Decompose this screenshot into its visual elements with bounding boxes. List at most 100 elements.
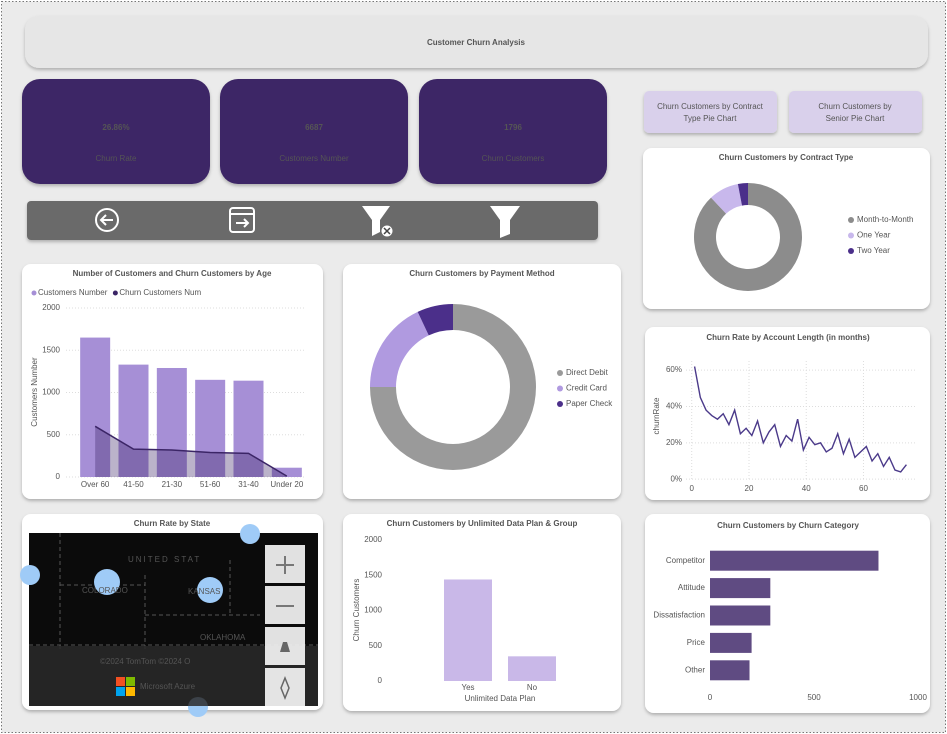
- azure-logo: [116, 677, 125, 686]
- y-tick-label: Competitor: [666, 556, 705, 565]
- filter-button[interactable]: [490, 206, 520, 238]
- bar: [710, 660, 750, 681]
- legend-label: One Year: [857, 231, 891, 240]
- bar: [156, 367, 187, 477]
- map-label: UNITED STAT: [128, 555, 201, 564]
- state-bubble: [20, 565, 40, 585]
- bar: [271, 467, 302, 477]
- donut-slice: [737, 183, 748, 206]
- y-tick-label: 0: [56, 472, 61, 481]
- map-label: COLORADO: [82, 586, 128, 595]
- y-tick-label: 40%: [666, 402, 682, 411]
- donut-slice: [694, 183, 802, 291]
- y-tick-label: 20%: [666, 438, 682, 447]
- title-bar: [25, 16, 928, 68]
- y-axis-label: Customers Number: [30, 357, 39, 427]
- y-tick-label: 2000: [364, 535, 382, 544]
- donut-slice: [370, 311, 429, 387]
- map-brand: Microsoft Azure: [140, 682, 196, 691]
- x-axis-label: Unlimited Data Plan: [465, 694, 536, 703]
- y-tick-label: 0%: [670, 474, 682, 483]
- chart-title: Churn Rate by Account Length (in months): [706, 333, 870, 342]
- tilt-icon: [280, 642, 290, 652]
- legend-label: Credit Card: [566, 384, 607, 393]
- legend-marker: [848, 232, 854, 239]
- legend-label: Customers Number: [38, 288, 108, 297]
- y-axis-label: Churn Customers: [352, 579, 361, 642]
- y-tick-label: 500: [369, 641, 383, 650]
- bar: [80, 337, 111, 477]
- state-bubble: [94, 569, 120, 595]
- bar: [710, 550, 879, 571]
- bar: [118, 364, 149, 477]
- kpi-label: Churn Rate: [96, 154, 137, 163]
- compass-icon: [280, 675, 290, 701]
- bar: [710, 578, 771, 599]
- x-tick-label: 60: [859, 484, 868, 493]
- x-tick-label: 500: [807, 693, 821, 702]
- legend-marker: [31, 290, 37, 296]
- clear-filter-button[interactable]: [362, 206, 390, 236]
- x-tick-label: Under 20: [270, 480, 303, 489]
- line-series: [693, 366, 907, 473]
- y-tick-label: Attitude: [678, 583, 706, 592]
- map-label: KANSAS: [188, 587, 220, 596]
- slicer-label[interactable]: Churn Customers by Contract Type Pie Char…: [657, 102, 764, 123]
- compass-button[interactable]: [265, 668, 305, 706]
- x-tick-label: 0: [708, 693, 713, 702]
- legend-marker: [557, 370, 563, 376]
- x-tick-label: 21-30: [162, 480, 183, 489]
- bar: [508, 656, 556, 681]
- legend-marker: [112, 290, 118, 296]
- back-button[interactable]: [95, 208, 119, 232]
- y-tick-label: Dissatisfaction: [653, 611, 705, 620]
- kpi-value: 26.86%: [102, 123, 129, 132]
- x-tick-label: 31-40: [238, 480, 259, 489]
- legend-label: Paper Check: [566, 399, 613, 408]
- y-tick-label: 0: [378, 676, 383, 685]
- x-tick-label: 1000: [909, 693, 927, 702]
- zoom-icons: [276, 556, 294, 607]
- y-tick-label: 60%: [666, 365, 682, 374]
- slicer-button[interactable]: [789, 91, 922, 133]
- kpi-value: 6687: [305, 123, 323, 132]
- x-tick-label: 41-50: [123, 480, 144, 489]
- slicer-label[interactable]: Churn Customers by Senior Pie Chart: [818, 102, 891, 123]
- chart-title: Churn Customers by Payment Method: [409, 269, 554, 278]
- map-label: OKLAHOMA: [200, 633, 246, 642]
- chart-title: Churn Customers by Contract Type: [719, 153, 854, 162]
- back-arrow: [99, 214, 113, 226]
- button-bar: [27, 201, 598, 240]
- x-tick-label: 51-60: [200, 480, 221, 489]
- bar: [710, 605, 771, 626]
- kpi-card: [419, 79, 607, 184]
- slicer-button[interactable]: [644, 91, 777, 133]
- donut-slice: [370, 304, 536, 470]
- x-tick-label: No: [527, 683, 538, 692]
- bar: [195, 379, 226, 477]
- y-tick-label: 1000: [42, 388, 60, 397]
- y-axis-label: churnRate: [652, 397, 661, 434]
- state-bubble: [240, 524, 260, 544]
- x-tick-label: 40: [802, 484, 811, 493]
- page-title: Customer Churn Analysis: [427, 38, 525, 47]
- x-tick-label: Over 60: [81, 480, 110, 489]
- legend-marker: [557, 401, 563, 407]
- legend-label: Two Year: [857, 246, 890, 255]
- chart-title: Churn Customers by Unlimited Data Plan &…: [387, 519, 578, 528]
- legend-label: Direct Debit: [566, 368, 609, 377]
- y-tick-label: Other: [685, 665, 705, 674]
- legend-marker: [848, 217, 854, 223]
- x-tick-label: Yes: [461, 683, 474, 692]
- y-tick-label: 1500: [42, 345, 60, 354]
- y-tick-label: 2000: [42, 303, 60, 312]
- page-nav-button[interactable]: [229, 207, 255, 233]
- donut-slice: [417, 304, 453, 336]
- bar: [710, 632, 752, 653]
- card: [645, 327, 930, 500]
- map-title: Churn Rate by State: [134, 519, 211, 528]
- azure-logo: [126, 687, 135, 696]
- churn-line: [94, 425, 288, 477]
- chart-title: Churn Customers by Churn Category: [717, 521, 859, 530]
